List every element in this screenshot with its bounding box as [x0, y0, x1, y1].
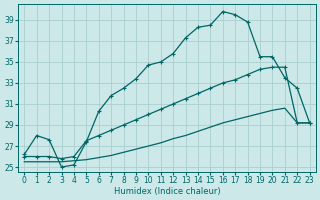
X-axis label: Humidex (Indice chaleur): Humidex (Indice chaleur) [114, 187, 220, 196]
